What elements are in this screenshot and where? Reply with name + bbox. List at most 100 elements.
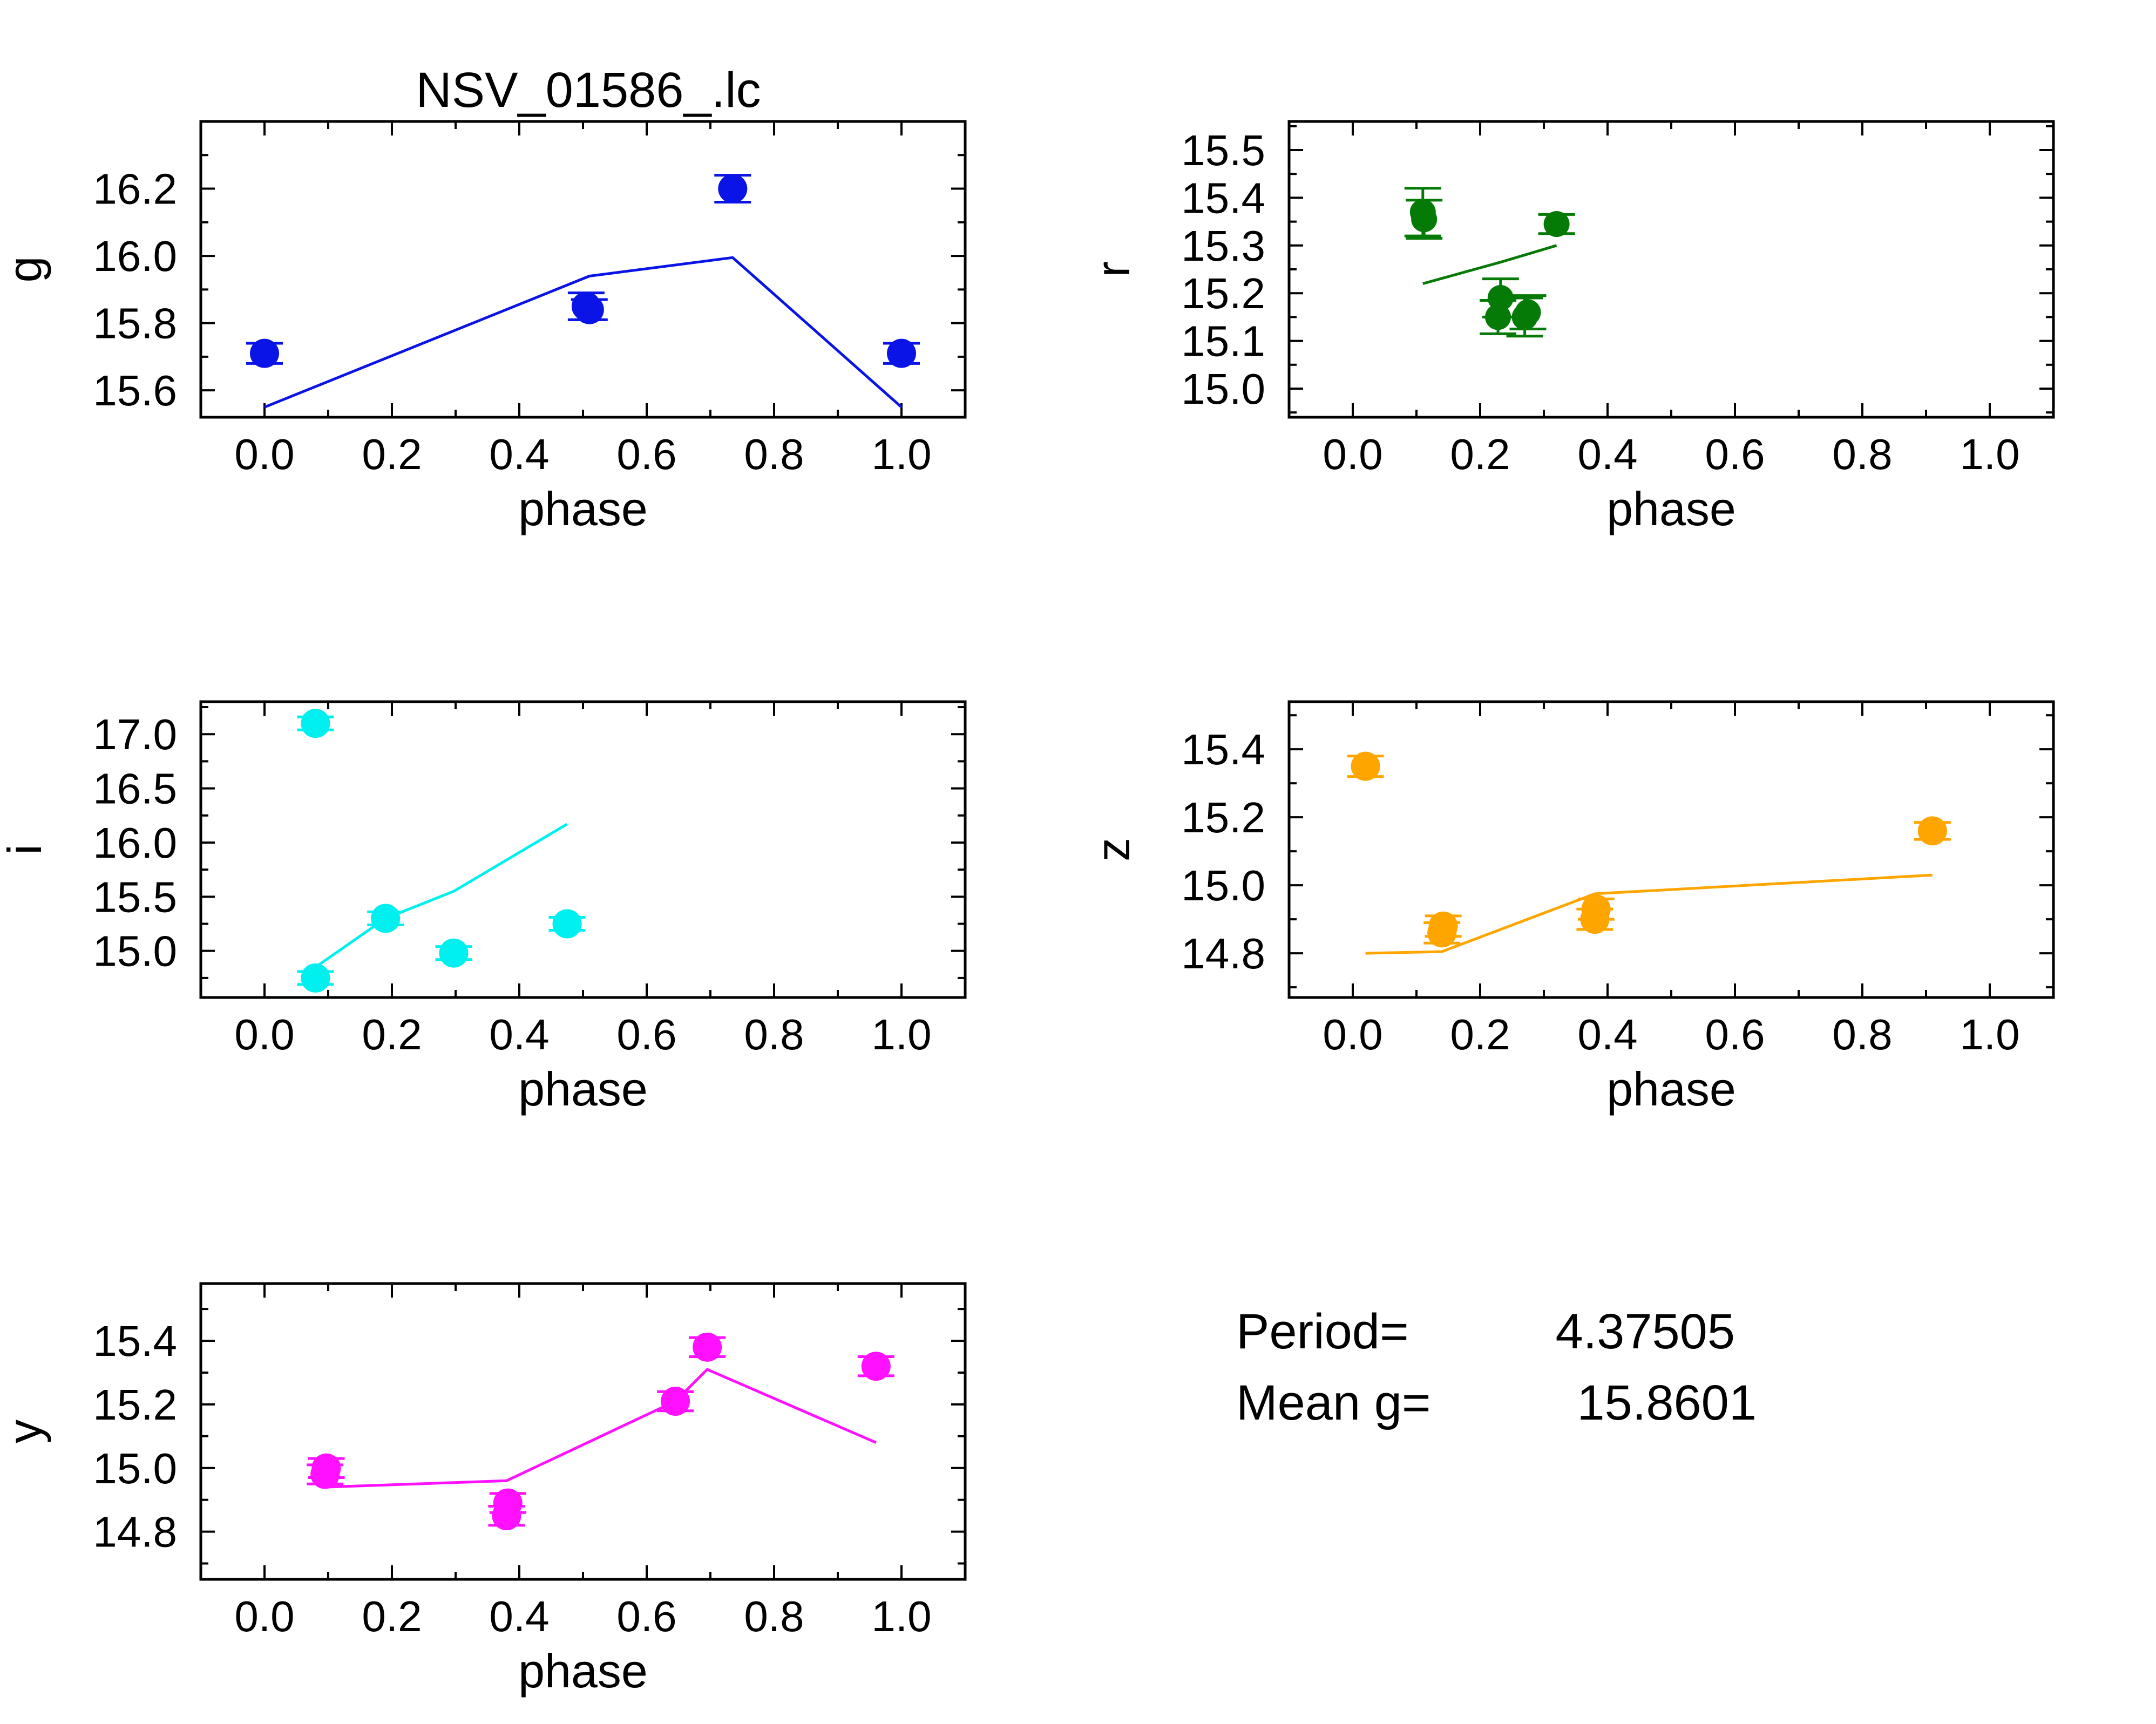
y-tick-label: 15.4 [1181, 725, 1265, 773]
y-tick-label: 15.4 [1181, 174, 1265, 222]
marker [861, 1352, 891, 1381]
x-axis-label: phase [518, 1644, 648, 1698]
data-point-i [367, 904, 404, 933]
panel-r: 0.0 0.2 0.4 0.6 0.8 1.0 15.015.115.215.315.415… [1086, 120, 2055, 535]
marker [693, 1332, 722, 1362]
y-tick-label: 17.0 [93, 710, 177, 758]
y-tick-label: 15.2 [1181, 793, 1265, 841]
data-point-g [883, 338, 920, 368]
y-tick-label: 15.1 [1181, 317, 1265, 365]
data-point-i [297, 963, 334, 993]
data-point-r [1406, 199, 1443, 240]
x-tick-label: 0.6 [616, 1592, 676, 1640]
y-axis-label: r [1086, 261, 1140, 277]
x-axis-label: phase [1606, 482, 1736, 535]
data-point-g [714, 174, 751, 203]
x-tick-label: 0.4 [489, 430, 549, 478]
panel-y: 0.0 0.2 0.4 0.6 0.8 1.0 14.8 15.0 15.2 15.4 phase y [0, 1282, 967, 1698]
marker [1487, 285, 1514, 311]
y-axis-label: y [0, 1420, 51, 1443]
x-tick-label: 0.0 [234, 430, 294, 478]
x-tick-label: 0.6 [616, 430, 676, 478]
y-tick-label: 15.0 [1181, 365, 1265, 413]
data-point-i [435, 938, 472, 968]
data-point-z [1577, 894, 1615, 924]
y-tick-label: 16.0 [93, 232, 177, 280]
data-point-i [548, 909, 586, 939]
x-tick-label: 0.2 [362, 1592, 422, 1640]
y-tick-label: 16.0 [93, 819, 177, 867]
marker [1917, 816, 1947, 846]
x-tick-label: 1.0 [1960, 430, 2019, 478]
marker [1411, 206, 1438, 233]
x-tick-label: 1.0 [871, 430, 931, 478]
x-tick-label: 0.6 [1705, 430, 1765, 478]
x-axis-label: phase [1606, 1062, 1736, 1116]
marker [493, 1488, 523, 1518]
x-tick-label: 0.2 [1450, 430, 1510, 478]
marker [1428, 911, 1458, 941]
panel-g: 0.0 0.2 0.4 0.6 0.8 1.0 15.6 15.8 16.0 16.2 phase g [0, 120, 967, 535]
data-point-r [1482, 277, 1519, 318]
model-line-z [1365, 873, 1933, 955]
x-tick-label: 1.0 [871, 1010, 931, 1058]
y-tick-label: 15.0 [93, 927, 177, 975]
marker [574, 295, 604, 324]
x-tick-label: 0.8 [744, 430, 804, 478]
x-tick-label: 1.0 [1960, 1010, 2019, 1058]
period-info: Period= 4.37505 Mean g= 15.8601 [1236, 1304, 1757, 1430]
y-axis-label: i [0, 844, 51, 855]
x-tick-label: 0.8 [744, 1010, 804, 1058]
marker [552, 909, 582, 939]
data-point-r [1509, 294, 1547, 330]
x-tick-label: 0.2 [1450, 1010, 1510, 1058]
model-line-r [1422, 244, 1557, 285]
x-tick-label: 0.0 [234, 1592, 294, 1640]
x-axis-label: phase [518, 482, 648, 535]
data-point-z [1425, 911, 1462, 941]
x-tick-label: 0.8 [1832, 1010, 1892, 1058]
x-tick-label: 0.0 [1323, 430, 1382, 478]
panels: 0.0 0.2 0.4 0.6 0.8 1.0 15.6 15.8 16.0 16.2 phase g… [0, 120, 2055, 1698]
data-point-y [489, 1488, 526, 1518]
y-tick-label: 16.2 [93, 165, 177, 213]
data-point-z [1347, 751, 1384, 781]
y-tick-label: 15.4 [93, 1317, 177, 1365]
x-tick-label: 0.6 [1705, 1010, 1765, 1058]
x-tick-label: 0.0 [234, 1010, 294, 1058]
marker [718, 174, 748, 203]
panel-z: 0.0 0.2 0.4 0.6 0.8 1.0 14.8 15.0 15.2 15.4 phase z [1086, 700, 2055, 1116]
marker [1515, 299, 1541, 325]
period-value: 4.37505 [1555, 1304, 1735, 1359]
x-tick-label: 0.4 [1577, 430, 1637, 478]
marker [301, 709, 330, 738]
data-point-g [571, 295, 608, 324]
y-tick-label: 15.6 [93, 366, 177, 415]
data-point-g [246, 338, 283, 368]
plot-frame [199, 120, 967, 419]
data-point-r [1538, 211, 1575, 237]
marker [250, 338, 279, 368]
x-tick-label: 0.4 [489, 1010, 549, 1058]
data-point-y [689, 1332, 726, 1362]
marker [1543, 211, 1570, 237]
x-tick-label: 0.0 [1323, 1010, 1382, 1058]
y-tick-label: 14.8 [93, 1508, 177, 1556]
data-point-y [857, 1352, 894, 1381]
y-tick-label: 15.3 [1181, 222, 1265, 270]
data-point-y [308, 1453, 345, 1483]
data-point-y [657, 1387, 694, 1416]
model-line-g [264, 256, 903, 409]
x-tick-label: 0.6 [616, 1010, 676, 1058]
marker [301, 963, 330, 993]
y-axis-label: z [1086, 838, 1140, 861]
figure-title: NSV_01586_.lc [416, 63, 761, 118]
plot-frame [199, 700, 967, 999]
y-tick-label: 15.5 [1181, 126, 1265, 174]
marker [311, 1453, 341, 1483]
y-tick-label: 15.2 [93, 1381, 177, 1429]
marker [661, 1387, 690, 1416]
model-line-i [314, 823, 568, 968]
plot-frame [1287, 120, 2055, 419]
x-tick-label: 0.4 [1577, 1010, 1637, 1058]
